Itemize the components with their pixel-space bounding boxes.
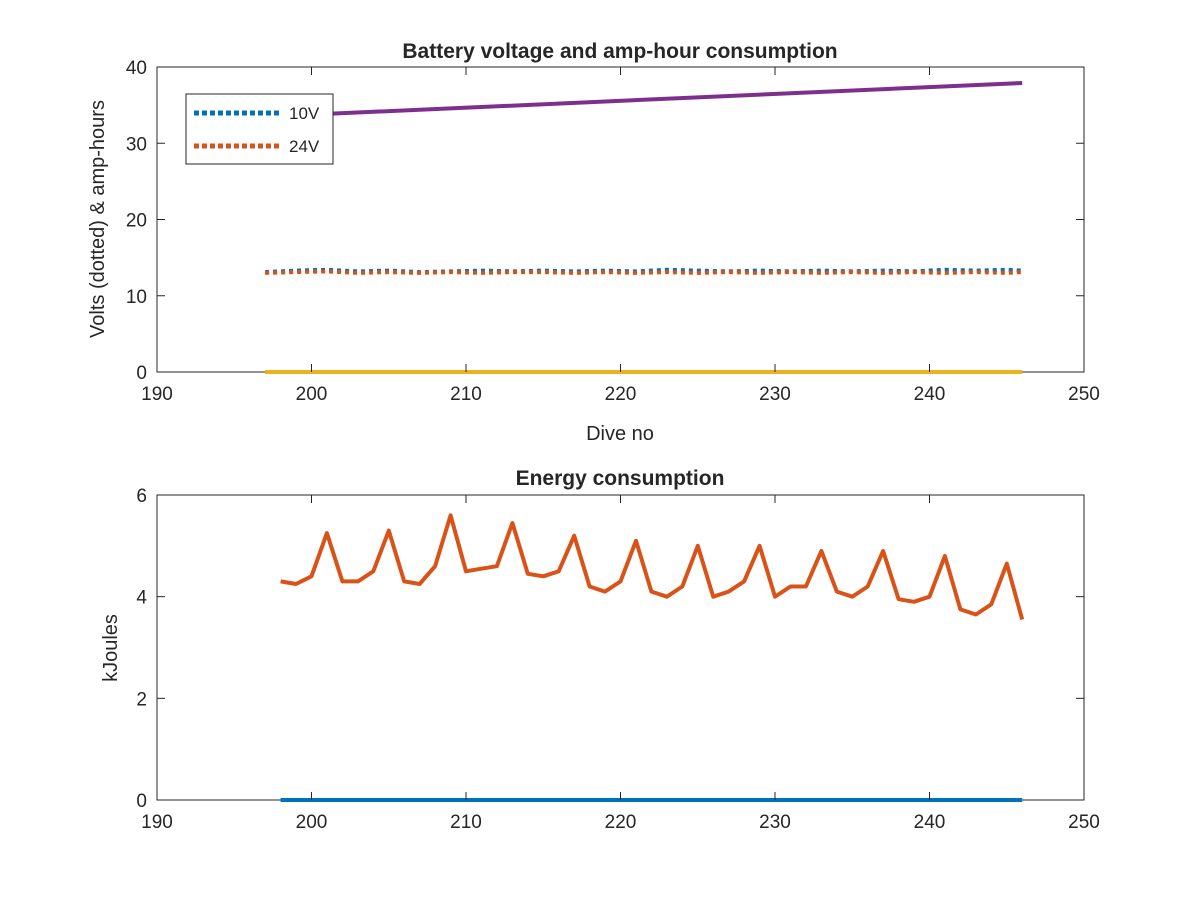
x-tick-label: 230 bbox=[759, 812, 791, 833]
x-tick-label: 200 bbox=[296, 384, 328, 405]
top-subplot-ticks: 190 200 210 220 230 240 250 0 10 20 30 40 bbox=[126, 58, 1100, 405]
x-tick-label: 190 bbox=[141, 384, 173, 405]
y-tick-label: 40 bbox=[126, 58, 147, 79]
top-subplot-title: Battery voltage and amp-hour consumption bbox=[402, 40, 837, 63]
top-series-line-24v bbox=[265, 269, 1023, 275]
y-tick-label: 0 bbox=[136, 363, 147, 384]
bottom-subplot-title: Energy consumption bbox=[516, 467, 725, 490]
top-series-line-3 bbox=[265, 81, 1023, 119]
legend-label-10v: 10V bbox=[289, 104, 320, 123]
y-tick-label: 2 bbox=[136, 689, 147, 710]
legend-box bbox=[185, 93, 334, 165]
x-tick-label: 220 bbox=[605, 812, 637, 833]
top-subplot-legend[interactable]: 10V 24V bbox=[185, 93, 334, 165]
bottom-series-line-1 bbox=[280, 513, 1025, 621]
bottom-subplot-series bbox=[280, 513, 1025, 802]
x-tick-label: 250 bbox=[1068, 812, 1100, 833]
legend-label-24v: 24V bbox=[289, 137, 320, 156]
x-tick-label: 190 bbox=[141, 812, 173, 833]
bottom-subplot-y-label: kJoules bbox=[100, 614, 122, 682]
top-subplot-y-label: Volts (dotted) & amp-hours bbox=[87, 100, 109, 338]
bottom-subplot-ticks: 190 200 210 220 230 240 250 0 2 4 6 bbox=[136, 486, 1099, 833]
top-subplot: 190 200 210 220 230 240 250 0 10 20 30 40 Battery v… bbox=[87, 40, 1100, 445]
y-tick-label: 30 bbox=[126, 134, 147, 155]
y-tick-label: 6 bbox=[136, 486, 147, 507]
x-tick-label: 210 bbox=[450, 812, 482, 833]
x-tick-label: 230 bbox=[759, 384, 791, 405]
x-tick-label: 210 bbox=[450, 384, 482, 405]
top-subplot-x-label: Dive no bbox=[586, 423, 654, 445]
y-tick-label: 20 bbox=[126, 211, 147, 232]
y-tick-label: 0 bbox=[136, 791, 147, 812]
top-subplot-series bbox=[265, 81, 1023, 374]
bottom-subplot: 190 200 210 220 230 240 250 0 2 4 6 Energy consump… bbox=[100, 467, 1100, 833]
x-tick-label: 200 bbox=[296, 812, 328, 833]
x-tick-label: 240 bbox=[914, 812, 946, 833]
x-tick-label: 240 bbox=[914, 384, 946, 405]
x-tick-label: 250 bbox=[1068, 384, 1100, 405]
y-tick-label: 10 bbox=[126, 287, 147, 308]
y-tick-label: 4 bbox=[136, 588, 147, 609]
x-tick-label: 220 bbox=[605, 384, 637, 405]
